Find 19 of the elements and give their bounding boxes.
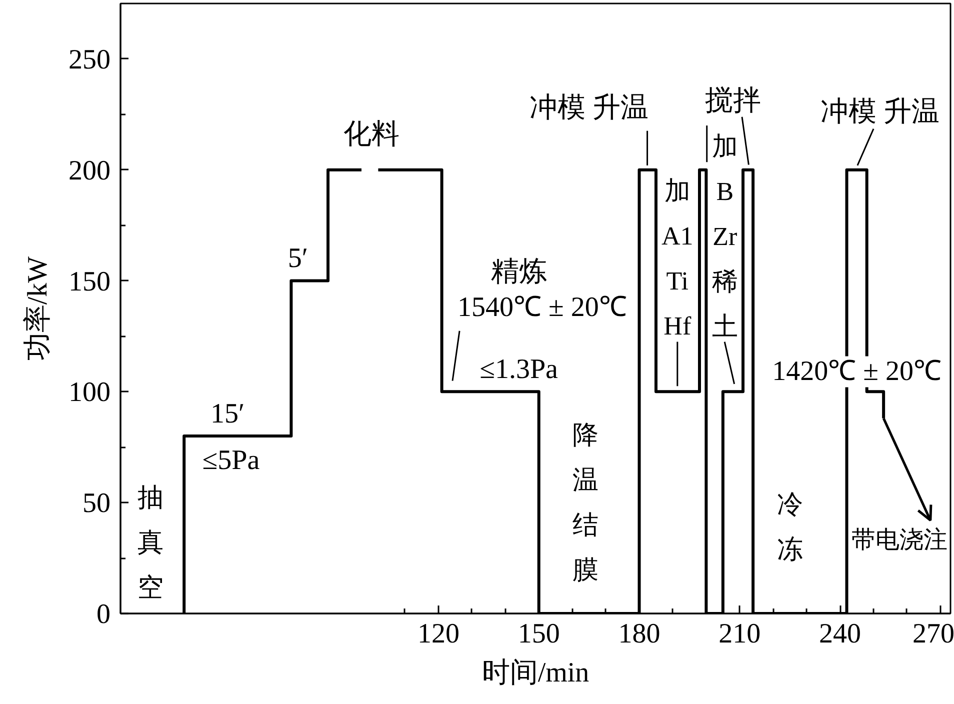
y-tick-label: 250 [68, 44, 110, 76]
x-tick-label: 180 [618, 618, 660, 650]
x-tick-label: 120 [417, 618, 460, 650]
annotation: 抽真空 [138, 483, 164, 602]
y-tick-label: 100 [68, 377, 110, 408]
annotation: 化料 [344, 118, 400, 150]
y-tick-label: 50 [82, 488, 110, 520]
annotation: 搅拌 [704, 86, 761, 117]
annotation: 冲模 升温 [820, 96, 940, 128]
x-axis-title: 时间/min [482, 658, 590, 688]
x-tick-label: 240 [819, 618, 862, 650]
y-axis-title: 功率/kW [22, 256, 54, 361]
annotation: 冲模 升温 [530, 92, 649, 124]
y-tick-label: 200 [68, 155, 110, 186]
x-tick-label: 270 [912, 618, 954, 650]
x-tick-label: 210 [718, 618, 761, 650]
x-tick-label: 150 [518, 618, 560, 650]
y-tick-label: 0 [96, 599, 110, 630]
y-tick-label: 150 [68, 266, 110, 298]
